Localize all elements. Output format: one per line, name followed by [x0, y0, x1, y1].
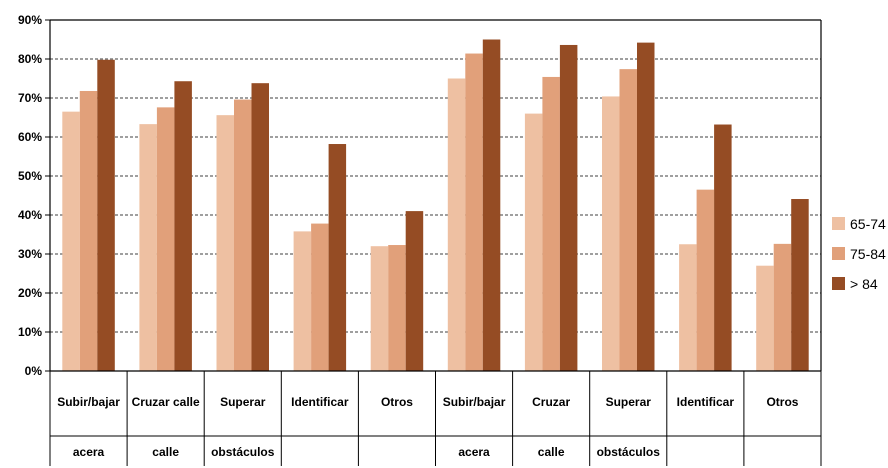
y-tick-label: 30% — [18, 247, 42, 261]
category-label-line1: Cruzar — [532, 395, 570, 409]
category-label-line1: Superar — [220, 395, 266, 409]
category-label-line2: obstáculos — [597, 445, 661, 459]
category-label-line2: obstáculos — [211, 445, 275, 459]
category-label-line1: Superar — [606, 395, 652, 409]
bar — [696, 189, 715, 371]
bar — [714, 124, 732, 372]
category-label-line1: Identificar — [291, 395, 349, 409]
category-label-line1: Cruzar calle — [132, 395, 200, 409]
bar — [388, 245, 406, 371]
legend-label: 65-74 — [850, 216, 886, 232]
y-tick-labels: 0% 10% 20% 30% 40% 50% 60% 70% 80% 90% — [18, 13, 42, 378]
category-label-line2: acera — [73, 445, 105, 459]
bar — [405, 211, 424, 371]
category-label-line1: Otros — [381, 395, 413, 409]
bar — [293, 231, 312, 371]
bar — [370, 246, 389, 371]
bar — [482, 39, 501, 371]
legend-label: 75-84 — [850, 246, 886, 262]
bar — [62, 111, 80, 372]
bar — [174, 81, 192, 371]
category-label-line2: calle — [152, 445, 179, 459]
bar — [216, 115, 234, 371]
category-label-line2: calle — [538, 445, 565, 459]
bar — [542, 76, 560, 371]
bar — [602, 96, 620, 371]
legend-swatch — [832, 247, 845, 260]
y-tick-label: 20% — [18, 286, 42, 300]
y-tick-label: 40% — [18, 208, 42, 222]
bar — [637, 42, 655, 372]
category-label-line1: Subir/bajar — [57, 395, 120, 409]
axes — [45, 19, 822, 466]
bar — [156, 107, 175, 372]
bar — [328, 144, 347, 371]
bar — [139, 124, 157, 371]
bar — [234, 99, 252, 371]
bar — [791, 199, 809, 371]
category-label-line2: acera — [458, 445, 490, 459]
y-tick-label: 90% — [18, 13, 42, 27]
y-tick-label: 50% — [18, 169, 42, 183]
legend-label: > 84 — [850, 276, 878, 292]
bar — [79, 90, 98, 371]
y-tick-label: 60% — [18, 130, 42, 144]
legend: 65-74 75-84 > 84 — [832, 216, 886, 292]
legend-swatch — [832, 217, 845, 230]
bar — [251, 83, 269, 372]
bar — [679, 244, 697, 371]
bar — [524, 113, 543, 371]
category-label-line1: Otros — [766, 395, 798, 409]
y-tick-label: 10% — [18, 325, 42, 339]
y-tick-label: 70% — [18, 91, 42, 105]
bars — [62, 39, 809, 372]
bar — [619, 69, 637, 371]
y-tick-label: 80% — [18, 52, 42, 66]
legend-swatch — [832, 277, 845, 290]
bar — [311, 223, 329, 371]
category-label-line1: Subir/bajar — [443, 395, 506, 409]
bar — [97, 59, 115, 371]
bar — [559, 44, 578, 372]
category-label-line1: Identificar — [677, 395, 735, 409]
category-labels: Subir/bajar acera Cruzar calle calle Superar… — [57, 395, 799, 459]
bar — [447, 78, 466, 371]
bar — [465, 53, 483, 371]
bar — [756, 265, 774, 371]
bar — [773, 243, 792, 371]
y-tick-label: 0% — [25, 364, 43, 378]
